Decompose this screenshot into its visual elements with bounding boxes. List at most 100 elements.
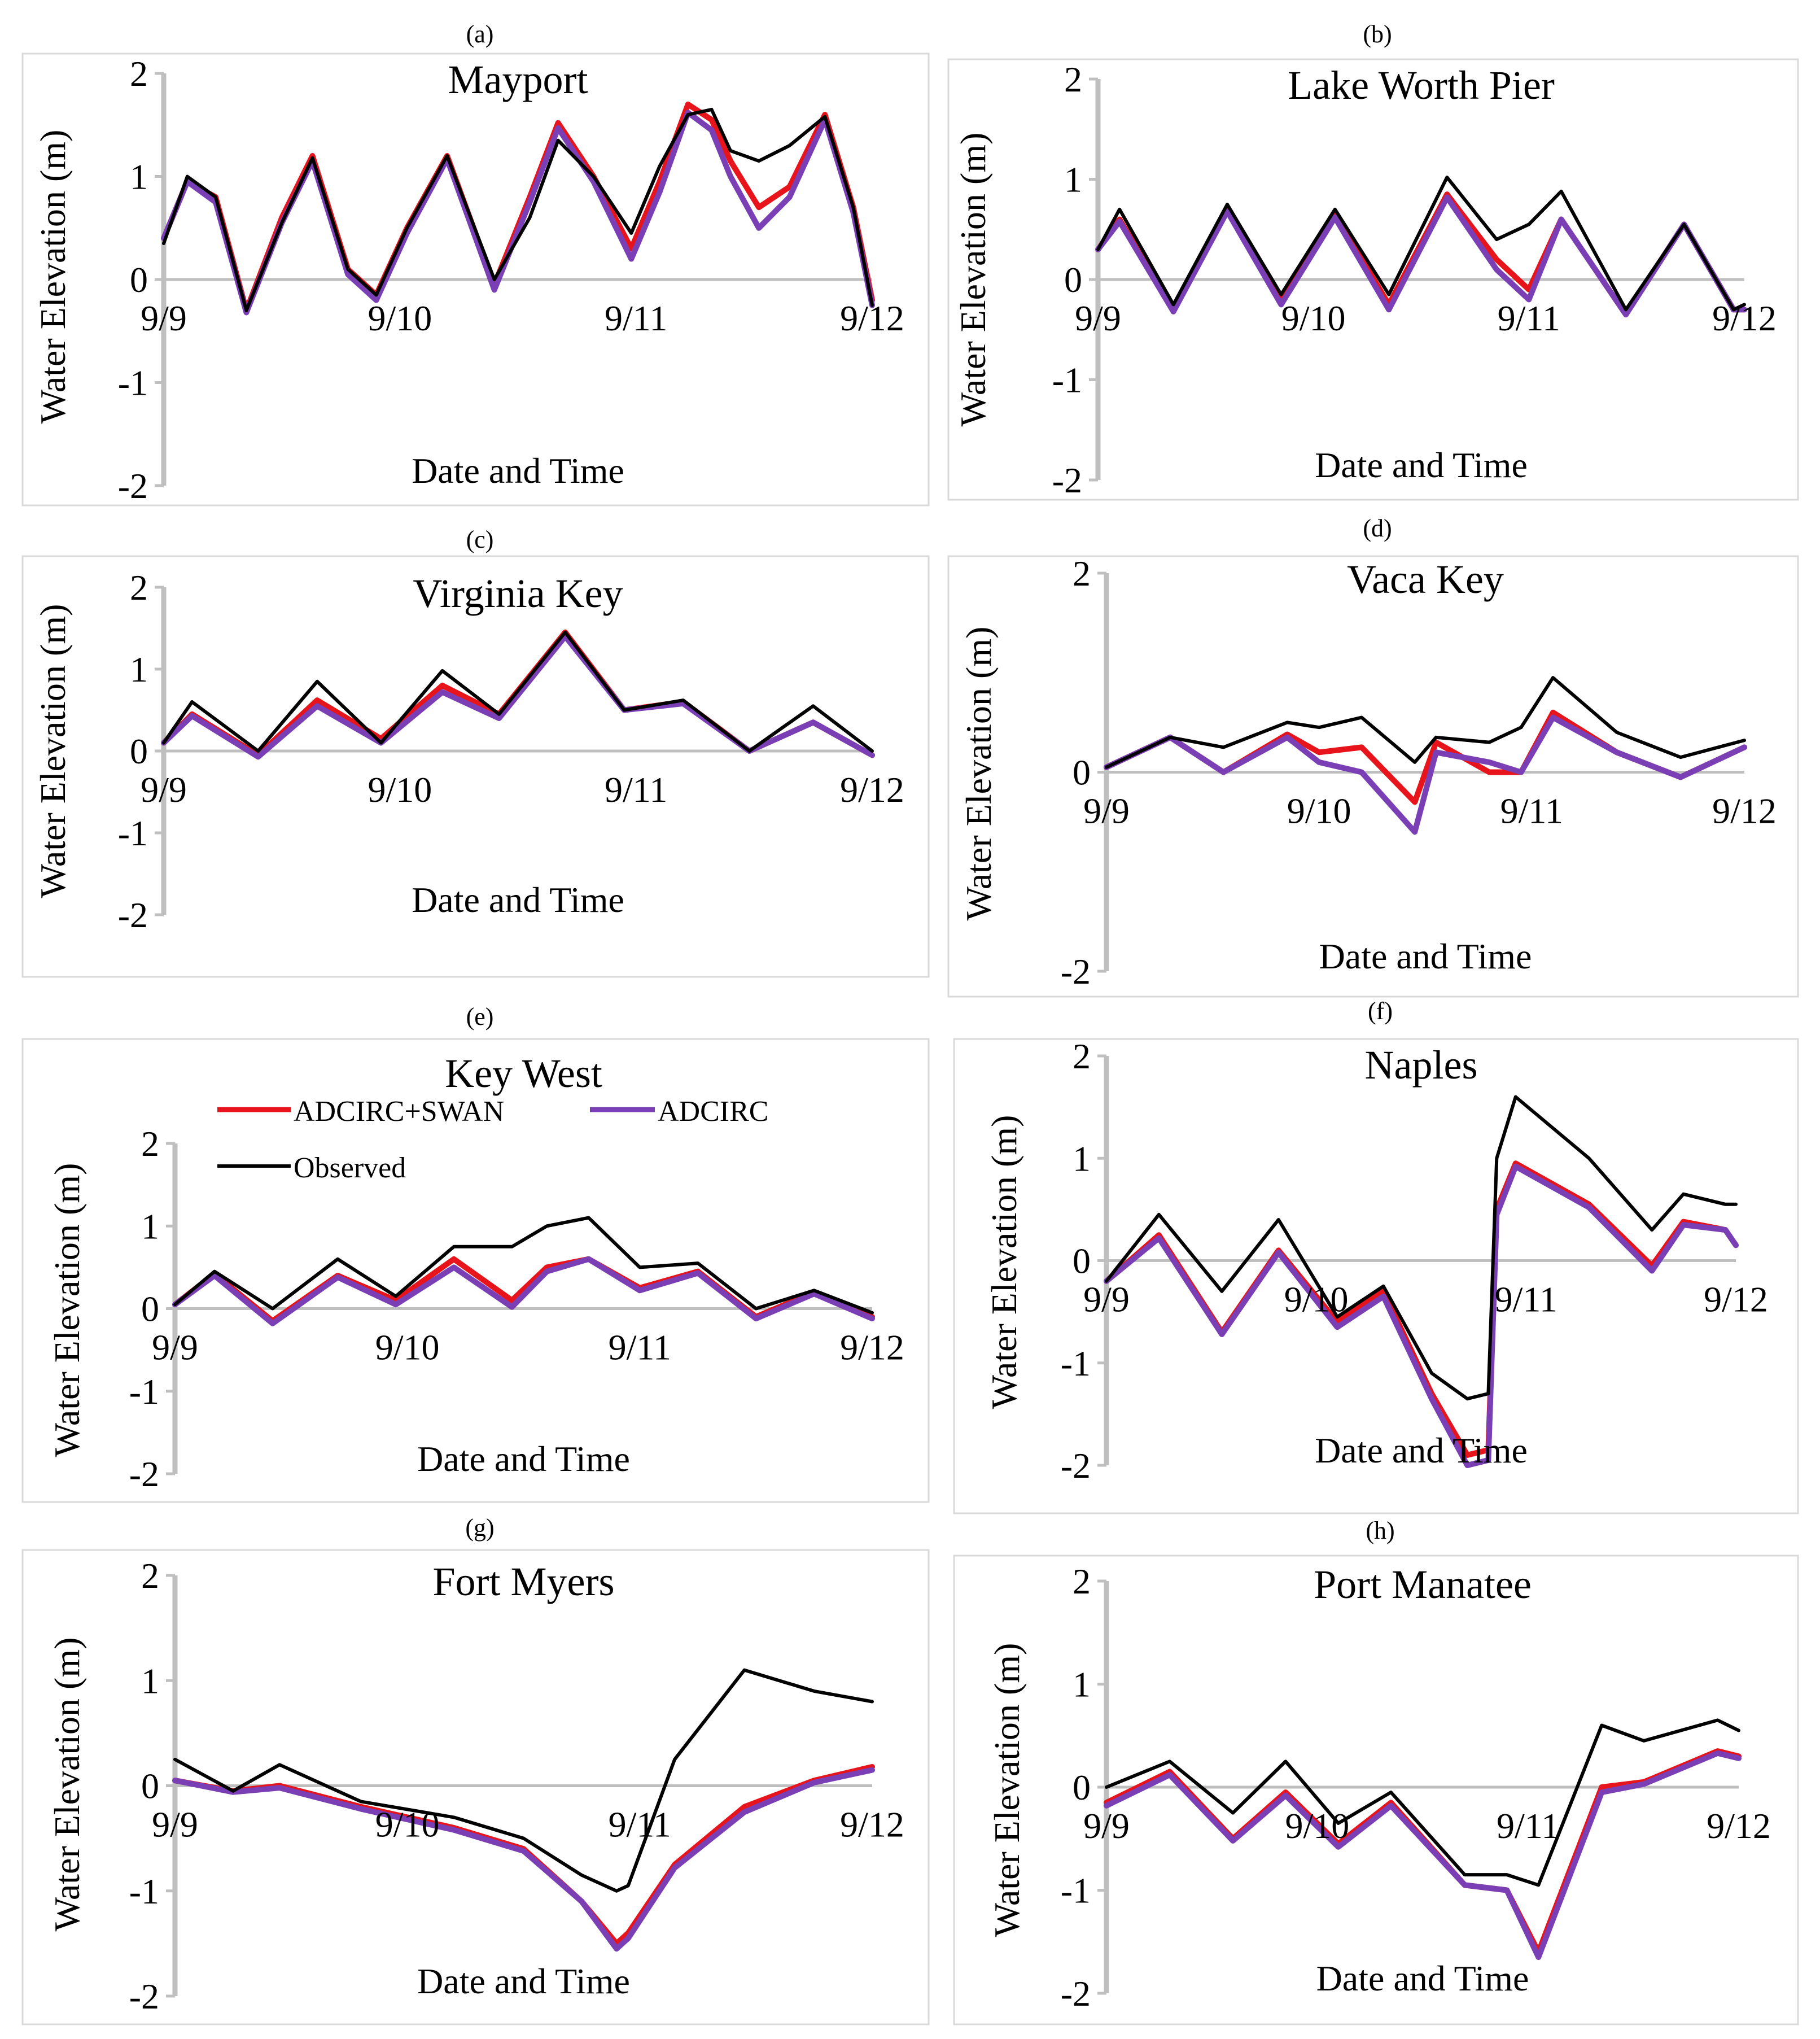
y-tick-label: 0 [1064, 260, 1082, 300]
panel-frame [953, 1038, 1799, 1514]
x-tick-label: 9/11 [1498, 298, 1560, 338]
panel-label: (d) [1363, 514, 1392, 542]
y-tick-label: -2 [129, 1976, 159, 2016]
series-line-adcirc [1104, 714, 1747, 835]
x-axis-label: Date and Time [417, 1439, 630, 1479]
y-tick-label: -1 [129, 1372, 159, 1412]
series-line-observed [1105, 1095, 1738, 1401]
panel-mayport: (a) Mayport 2 1 0 -1 -2 9/9 9/10 9/11 9/12 Date and… [21, 20, 930, 507]
panel-label: (h) [1366, 1517, 1394, 1544]
y-tick-label: -2 [118, 895, 148, 935]
y-tick-label: 2 [1073, 1036, 1091, 1076]
legend-item-adcirc-swan: ADCIRC+SWAN [217, 1095, 504, 1128]
y-tick-label: 2 [1064, 59, 1082, 99]
series-line-observed [1096, 176, 1746, 312]
x-axis-label: Date and Time [412, 451, 624, 491]
series-line-adcirc [1104, 1163, 1739, 1468]
legend-label: Observed [294, 1152, 406, 1184]
panel-frame [21, 555, 930, 978]
x-axis-label: Date and Time [1315, 1430, 1528, 1470]
x-tick-label: 9/10 [1281, 298, 1346, 338]
y-axis-label: Water Elevation (m) [47, 1638, 87, 1932]
legend-item-adcirc: ADCIRC [590, 1095, 768, 1128]
x-axis-label: Date and Time [1319, 936, 1532, 976]
chart-title: Fort Myers [433, 1559, 615, 1604]
chart-title: Vaca Key [1347, 557, 1504, 602]
x-tick-label: 9/11 [605, 298, 667, 338]
x-tick-label: 9/9 [152, 1805, 198, 1845]
y-tick-label: -1 [118, 363, 148, 403]
x-tick-label: 9/9 [1083, 1806, 1130, 1846]
series-line-adcirc [172, 1256, 875, 1326]
panel-label: (c) [466, 526, 494, 553]
y-axis-label: Water Elevation (m) [47, 1163, 87, 1457]
panel-frame [21, 1038, 930, 1503]
series-line-observed [162, 107, 874, 312]
series-line-adcirc [161, 110, 875, 316]
legend: ADCIRC+SWAN ADCIRC Observed [217, 1095, 768, 1184]
panel-label: (g) [465, 1514, 494, 1542]
chart-title: Key West [445, 1051, 602, 1096]
x-axis-label: Date and Time [412, 880, 624, 920]
y-tick-label: 0 [1073, 1241, 1091, 1281]
x-tick-label: 9/10 [375, 1805, 440, 1845]
x-tick-label: 9/10 [1285, 1806, 1349, 1846]
x-tick-label: 9/9 [141, 298, 187, 338]
series-line-observed [162, 630, 874, 753]
y-tick-label: 2 [1073, 553, 1091, 593]
y-tick-label: -2 [1061, 1973, 1091, 2014]
y-tick-label: 1 [141, 1206, 159, 1246]
y-tick-label: 1 [1073, 1138, 1091, 1178]
y-tick-label: 2 [141, 1556, 159, 1596]
y-tick-label: -2 [129, 1454, 159, 1494]
panel-label: (e) [466, 1003, 494, 1031]
x-tick-label: 9/11 [1500, 791, 1563, 831]
y-tick-label: -2 [118, 466, 148, 506]
x-axis-label: Date and Time [417, 1961, 630, 2001]
y-tick-label: 0 [130, 260, 148, 300]
y-tick-label: 2 [1073, 1561, 1091, 1601]
panel-naples: (f) Naples 2 1 0 -1 -2 9/9 9/10 9/11 9/12 Date and … [953, 997, 1799, 1514]
y-tick-label: 0 [141, 1766, 159, 1806]
x-tick-label: 9/12 [840, 1805, 904, 1845]
legend-label: ADCIRC [658, 1095, 768, 1128]
panel-virginia-key: (c) Virginia Key 2 1 0 -1 -2 9/9 9/10 9/11 9/12 Dat… [21, 526, 930, 978]
panel-frame [947, 58, 1799, 501]
y-tick-label: 1 [1073, 1665, 1091, 1705]
y-tick-label: 0 [1073, 1767, 1091, 1807]
chart-title: Lake Worth Pier [1288, 63, 1555, 108]
y-axis-label: Water Elevation (m) [959, 627, 999, 921]
panel-key-west: (e) Key West 2 1 0 -1 -2 9/9 9/10 9/11 9/12 Date an… [21, 1003, 930, 1503]
chart-title: Port Manatee [1314, 1562, 1532, 1607]
y-tick-label: -2 [1052, 460, 1082, 500]
y-axis-label: Water Elevation (m) [987, 1643, 1027, 1937]
y-tick-label: 0 [141, 1289, 159, 1329]
x-tick-label: 9/9 [1083, 1280, 1130, 1320]
x-tick-label: 9/10 [368, 298, 432, 338]
chart-title: Mayport [448, 57, 588, 102]
series-line-observed [1105, 1718, 1740, 1887]
y-tick-label: 1 [141, 1661, 159, 1701]
x-tick-label: 9/9 [1075, 298, 1121, 338]
y-tick-label: 1 [130, 649, 148, 689]
panel-port-manatee: (h) Port Manatee 2 1 0 -1 -2 9/9 9/10 9/11 9/12 Dat… [953, 1517, 1799, 2025]
y-tick-label: -1 [1061, 1871, 1091, 1911]
x-tick-label: 9/12 [1707, 1806, 1771, 1846]
x-tick-label: 9/12 [840, 1328, 904, 1368]
series-line-observed [173, 1668, 874, 1893]
y-axis-label: Water Elevation (m) [33, 604, 73, 898]
panel-label: (a) [466, 20, 494, 48]
y-tick-label: 2 [141, 1124, 159, 1164]
x-tick-label: 9/12 [840, 770, 904, 810]
x-tick-label: 9/10 [1287, 791, 1351, 831]
y-tick-label: 2 [130, 567, 148, 608]
x-tick-label: 9/11 [1497, 1806, 1559, 1846]
y-tick-label: 2 [130, 54, 148, 94]
y-tick-label: 0 [1073, 753, 1091, 793]
series-line-observed [1105, 676, 1746, 769]
y-tick-label: -2 [1061, 1446, 1091, 1486]
x-axis-label: Date and Time [1316, 1958, 1529, 1998]
x-tick-label: 9/12 [1712, 298, 1777, 338]
x-tick-label: 9/10 [375, 1328, 440, 1368]
